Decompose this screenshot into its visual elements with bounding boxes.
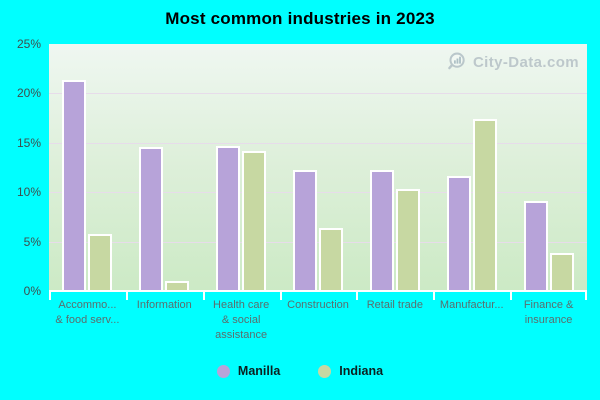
axis-tick <box>279 290 282 300</box>
axis-tick <box>125 290 128 300</box>
bar-manilla <box>369 170 394 291</box>
bar-group <box>49 44 126 291</box>
axis-tick <box>356 290 359 300</box>
axis-tick <box>510 290 513 300</box>
bars-layer <box>49 44 587 291</box>
bar-manilla <box>523 201 548 291</box>
bar-indiana <box>319 227 343 291</box>
bar-indiana <box>549 253 574 291</box>
legend-label: Indiana <box>339 364 384 378</box>
y-axis: 0% 5% 10% 15% 20% 25% <box>0 0 41 400</box>
x-axis-labels: Accommo... & food serv... Information Heal… <box>49 298 587 343</box>
bar-group <box>280 44 357 291</box>
y-axis-label: 15% <box>16 135 41 150</box>
x-axis-label: Manufactur... <box>439 299 504 311</box>
bar-group <box>356 44 433 291</box>
x-axis-line <box>49 290 587 292</box>
axis-tick <box>202 290 205 300</box>
x-axis-label: Accommo... & food serv... <box>55 299 120 326</box>
bar-indiana <box>242 150 267 291</box>
legend: Manilla Indiana <box>0 364 600 378</box>
bar-indiana <box>165 281 190 291</box>
bar-indiana <box>395 189 420 291</box>
watermark: City-Data.com <box>447 51 579 73</box>
axis-tick <box>585 290 587 300</box>
bar-manilla <box>293 170 317 291</box>
bar-group <box>203 44 280 291</box>
y-axis-label: 10% <box>16 185 41 200</box>
x-axis <box>49 290 587 300</box>
bar-indiana <box>88 233 113 291</box>
y-axis-label: 20% <box>16 86 41 101</box>
bar-indiana <box>472 119 497 291</box>
axis-tick <box>49 290 51 300</box>
bar-manilla <box>62 79 87 291</box>
bar-manilla <box>139 146 164 291</box>
y-axis-label: 0% <box>23 284 41 298</box>
y-axis-label: 25% <box>16 37 41 51</box>
city-data-logo-icon <box>448 52 465 70</box>
gridline <box>49 142 587 144</box>
x-axis-label: Health care & social assistance <box>213 299 270 341</box>
legend-dot-indiana <box>318 364 332 378</box>
legend-label: Manilla <box>237 364 281 378</box>
x-axis-label: Finance & insurance <box>523 299 574 326</box>
bar-group <box>510 44 587 291</box>
legend-item-manilla: Manilla <box>216 364 281 378</box>
axis-tick <box>433 290 436 300</box>
gridline <box>49 192 587 194</box>
gridline <box>49 241 587 243</box>
bar-manilla <box>216 145 241 291</box>
chart-title: Most common industries in 2023 <box>165 9 435 28</box>
plot-area: City-Data.com <box>49 44 587 291</box>
y-axis-label: 5% <box>23 234 41 249</box>
bar-group <box>433 44 510 291</box>
x-axis-label: Information <box>136 299 192 311</box>
gridline <box>49 93 587 95</box>
x-axis-label: Retail trade <box>366 299 423 311</box>
bar-group <box>126 44 203 291</box>
watermark-text: City-Data.com <box>472 53 579 71</box>
legend-dot-manilla <box>216 364 230 378</box>
legend-item-indiana: Indiana <box>318 364 383 378</box>
x-axis-label: Construction <box>287 299 349 311</box>
bar-manilla <box>446 176 471 291</box>
